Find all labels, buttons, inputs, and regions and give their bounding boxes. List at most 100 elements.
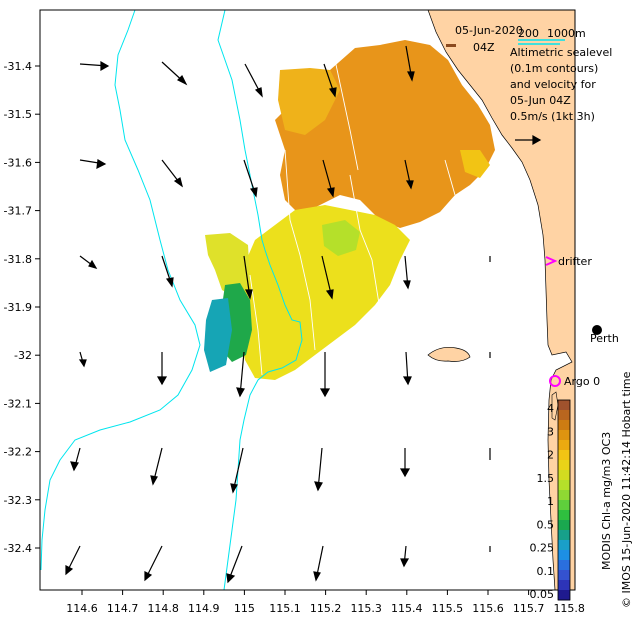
legend-line: 0.5m/s (1kt 3h): [510, 110, 595, 123]
date-label: 05-Jun-2020: [455, 24, 523, 37]
colorbar-segment: [558, 480, 570, 491]
bathymetry-200m: [217, 9, 303, 591]
colorbar-segment: [558, 510, 570, 521]
side-label-left: MODIS Chl-a mg/m3 OC3: [600, 432, 613, 570]
colorbar-segment: [558, 410, 570, 421]
y-tick-label: -31.6: [4, 156, 32, 169]
x-tick-label: 115.3: [350, 602, 382, 615]
velocity-arrow: [405, 45, 415, 82]
x-tick-label: 114.9: [188, 602, 220, 615]
x-tick-label: 115.5: [432, 602, 464, 615]
velocity-arrow: [161, 255, 174, 288]
chl-near-shore-yellow-patch: [460, 150, 490, 178]
velocity-arrow: [236, 351, 245, 398]
x-tick-label: 114.7: [107, 602, 139, 615]
sealevel-contours: [249, 59, 456, 376]
y-tick-label: -31.9: [4, 301, 32, 314]
x-tick-label: 115.2: [310, 602, 342, 615]
colorbar-segment: [558, 400, 570, 411]
velocity-arrow: [322, 159, 335, 198]
colorbar-label: 0.5: [537, 518, 555, 531]
x-tick-label: 115.4: [391, 602, 423, 615]
colorbar-segment: [558, 590, 570, 601]
colorbar-segment: [558, 520, 570, 531]
y-tick-label: -31.7: [4, 205, 32, 218]
y-tick-label: -32.4: [4, 542, 32, 555]
y-tick-label: -31.4: [4, 60, 32, 73]
velocity-arrow: [65, 545, 81, 576]
legend-line: (0.1m contours): [510, 62, 598, 75]
colorbar-segment: [558, 490, 570, 501]
x-tick-label: 114.8: [147, 602, 179, 615]
time-label: 04Z: [473, 41, 495, 54]
velocity-arrow: [70, 447, 81, 472]
y-tick-label: -31.8: [4, 253, 32, 266]
y-axis: -31.4 -31.5 -31.6 -31.7 -31.8 -31.9 -32 -32.1 -3…: [4, 60, 40, 555]
x-tick-label: 115: [234, 602, 255, 615]
scale-min-label: 200: [518, 27, 539, 40]
scale-max-label: 1000m: [547, 27, 586, 40]
colorbar: 4 3 2 1.5 1 0.5 0.25 0.1 0.05: [530, 399, 571, 601]
perth-marker: [592, 325, 602, 335]
legend-velocity-arrow: [515, 134, 542, 146]
colorbar-segment: [558, 440, 570, 451]
velocity-arrow: [230, 447, 244, 494]
colorbar-segment: [558, 530, 570, 541]
velocity-arrow: [319, 352, 331, 398]
chl-light-orange-patch: [278, 68, 340, 135]
velocity-arrow: [79, 255, 98, 269]
colorbar-label: 0.25: [530, 542, 555, 555]
colorbar-label: 1.5: [537, 472, 555, 485]
x-tick-label: 114.6: [66, 602, 98, 615]
colorbar-segment: [558, 550, 570, 561]
x-tick-label: 115.1: [269, 602, 301, 615]
velocity-arrow: [402, 255, 411, 290]
colorbar-segment: [558, 460, 570, 471]
colorbar-label: 2: [547, 449, 554, 462]
colorbar-segment: [558, 580, 570, 591]
velocity-arrow: [144, 545, 163, 582]
velocity-arrow: [78, 351, 87, 368]
chlorophyll-field: [204, 40, 495, 380]
legend-line: and velocity for: [510, 78, 596, 91]
legend-line: 05-Jun 04Z: [510, 94, 571, 107]
map-frame: [39, 9, 576, 591]
velocity-arrow: [243, 159, 258, 198]
legend-line: Altimetric sealevel: [510, 46, 612, 59]
garden-island: [551, 391, 559, 421]
bathymetry-contours: [40, 9, 303, 591]
y-tick-label: -31.5: [4, 108, 32, 121]
x-axis: 114.6 114.7 114.8 114.9 115 115.1 115.2 115.3 11…: [66, 590, 585, 615]
y-tick-label: -32.1: [4, 397, 32, 410]
colorbar-segment: [558, 540, 570, 551]
x-tick-label: 115.8: [553, 602, 585, 615]
velocity-arrow: [244, 63, 263, 98]
argo-marker: [549, 375, 561, 387]
colorbar-segment: [558, 470, 570, 481]
colorbar-label: 1: [547, 495, 554, 508]
colorbar-segment: [558, 560, 570, 571]
velocity-arrow: [79, 159, 107, 170]
colorbar-frame: [557, 399, 571, 601]
chl-yellow-patch: [238, 205, 410, 380]
velocity-arrow: [321, 255, 334, 300]
colorbar-segment: [558, 430, 570, 441]
legend-scale: [446, 39, 565, 47]
velocity-arrow: [243, 255, 253, 300]
land-mass: [427, 9, 576, 591]
x-tick-label: 115.7: [513, 602, 545, 615]
velocity-arrow: [399, 448, 411, 478]
velocity-arrow: [226, 545, 243, 584]
colorbar-segment: [558, 450, 570, 461]
velocity-arrow: [156, 352, 168, 386]
velocity-arrows: [65, 45, 491, 584]
drifter-marker: [545, 256, 558, 266]
colorbar-label: 0.05: [530, 588, 555, 601]
y-tick-label: -32: [14, 349, 32, 362]
side-label-right: © IMOS 15-Jun-2020 11:42:14 Hobart time: [620, 371, 633, 608]
rottnest-island: [427, 346, 471, 362]
velocity-arrow: [161, 159, 183, 188]
velocity-arrow: [323, 63, 337, 98]
y-tick-label: -32.3: [4, 494, 32, 507]
